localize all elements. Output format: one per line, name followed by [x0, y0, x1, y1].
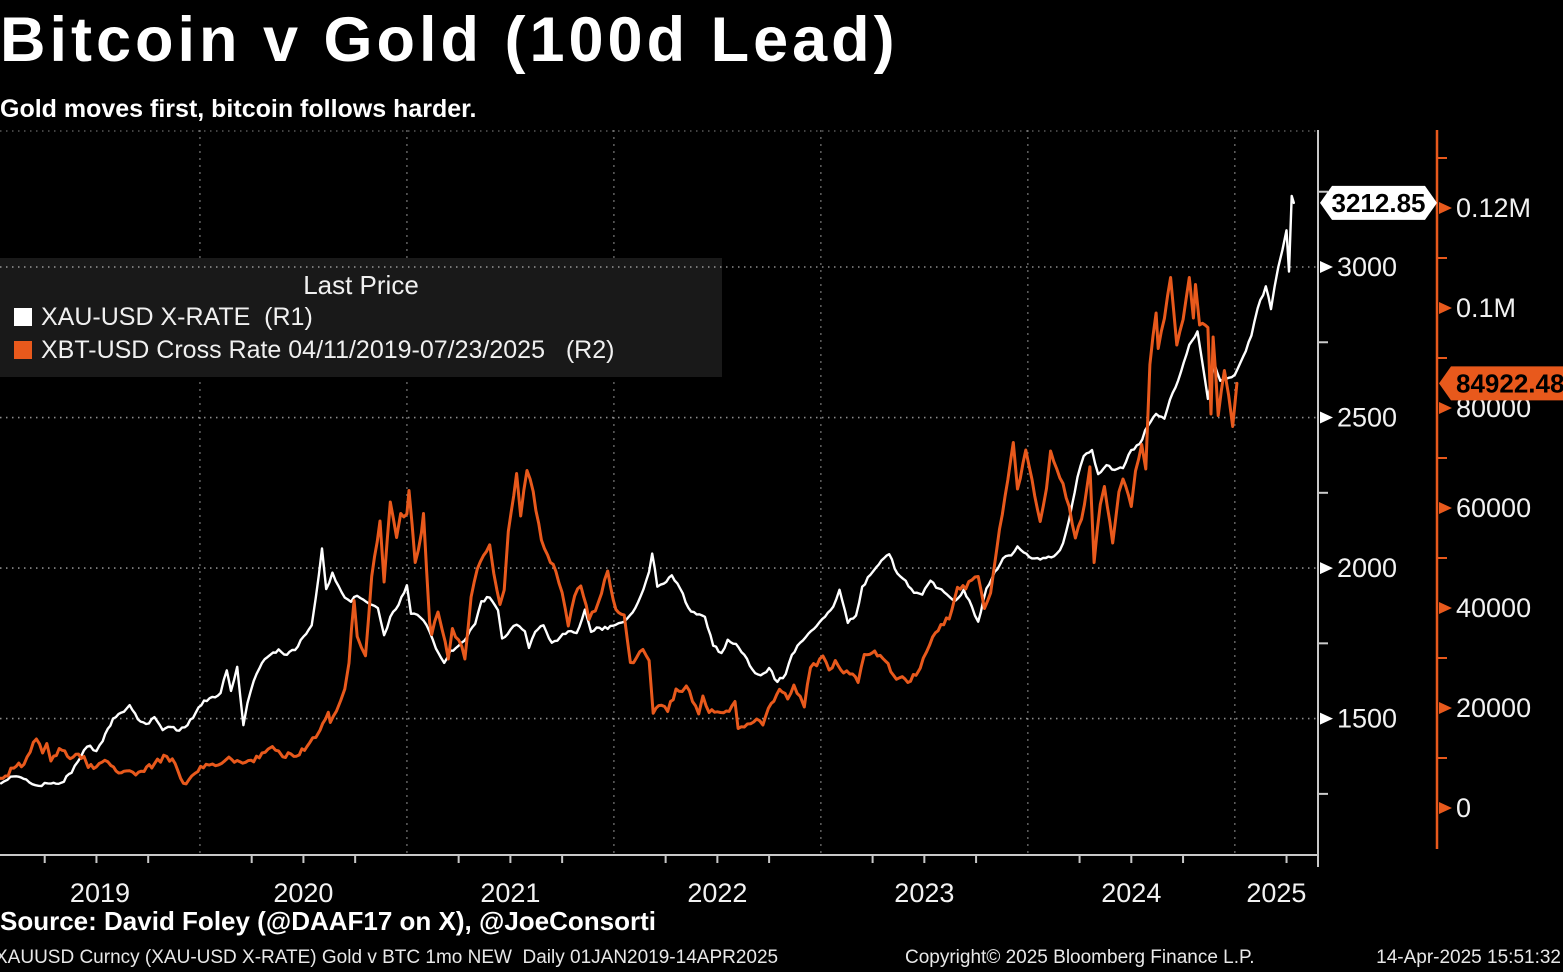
chart-subtitle: Gold moves first, bitcoin follows harder…: [0, 95, 477, 123]
legend-panel-bg: [0, 258, 722, 377]
r2-tick-label: 60000: [1456, 493, 1531, 523]
r1-tick-arrow-icon: [1320, 260, 1333, 273]
r1-tick-arrow-icon: [1320, 712, 1333, 725]
legend-panel: Last Price XAU-USD X-RATE (R1) XBT-USD C…: [0, 258, 722, 377]
gold-last-price-value: 3212.85: [1332, 188, 1426, 218]
r2-tick-arrow-icon: [1439, 702, 1452, 714]
source-credit: Source: David Foley (@DAAF17 on X), @Joe…: [0, 906, 657, 936]
gold-price-line: [0, 194, 1295, 788]
r2-tick-label: 0.1M: [1456, 293, 1516, 323]
r2-tick-label: 40000: [1456, 593, 1531, 623]
legend-title: Last Price: [303, 270, 419, 300]
x-year-label: 2019: [70, 878, 130, 908]
x-year-label: 2021: [480, 878, 540, 908]
copyright-notice: Copyright© 2025 Bloomberg Finance L.P.: [905, 947, 1255, 968]
bitcoin-last-price-value: 84922.48: [1456, 368, 1563, 398]
legend-item-xau-usd[interactable]: XAU-USD X-RATE (R1): [14, 302, 313, 331]
gold-series-swatch: [14, 308, 32, 326]
r1-tick-label: 2000: [1337, 553, 1397, 583]
r2-tick-arrow-icon: [1439, 502, 1452, 514]
plot-area[interactable]: [0, 130, 1318, 855]
gold-last-price-tag: [1320, 185, 1437, 220]
x-year-label: 2024: [1101, 878, 1161, 908]
bitcoin-last-price-tag: [1439, 366, 1563, 401]
x-year-label: 2025: [1246, 878, 1306, 908]
r2-tick-arrow-icon: [1439, 802, 1452, 814]
terminal-footer: XAUUSD Curncy (XAU-USD X-RATE) Gold v BT…: [0, 947, 1563, 972]
r2-tick-arrow-icon: [1439, 302, 1452, 314]
r2-tick-label: 0.12M: [1456, 193, 1531, 223]
x-year-label: 2022: [687, 878, 747, 908]
r2-tick-label: 20000: [1456, 693, 1531, 723]
r1-tick-arrow-icon: [1320, 562, 1333, 575]
r2-tick-label: 0: [1456, 793, 1471, 823]
bitcoin-price-line: [0, 276, 1239, 786]
x-year-label: 2023: [894, 878, 954, 908]
r2-tick-arrow-icon: [1439, 602, 1452, 614]
r2-tick-arrow-icon: [1439, 402, 1452, 414]
x-year-label: 2020: [273, 878, 333, 908]
bitcoin-series-swatch: [14, 341, 32, 359]
timestamp: 14-Apr-2025 15:51:32: [1376, 947, 1561, 968]
r1-tick-label: 2500: [1337, 403, 1397, 433]
r1-tick-arrow-icon: [1320, 411, 1333, 424]
legend-item-label: XBT-USD Cross Rate 04/11/2019-07/23/2025…: [41, 335, 615, 364]
legend-item-xbt-usd[interactable]: XBT-USD Cross Rate 04/11/2019-07/23/2025…: [14, 335, 615, 364]
r2-tick-arrow-icon: [1439, 202, 1452, 214]
r1-tick-label: 1500: [1337, 704, 1397, 734]
page-title: Bitcoin v Gold (100d Lead): [0, 5, 899, 75]
security-description: XAUUSD Curncy (XAU-USD X-RATE) Gold v BT…: [0, 947, 779, 968]
r1-tick-label: 3000: [1337, 252, 1397, 282]
legend-item-label: XAU-USD X-RATE (R1): [41, 302, 313, 331]
